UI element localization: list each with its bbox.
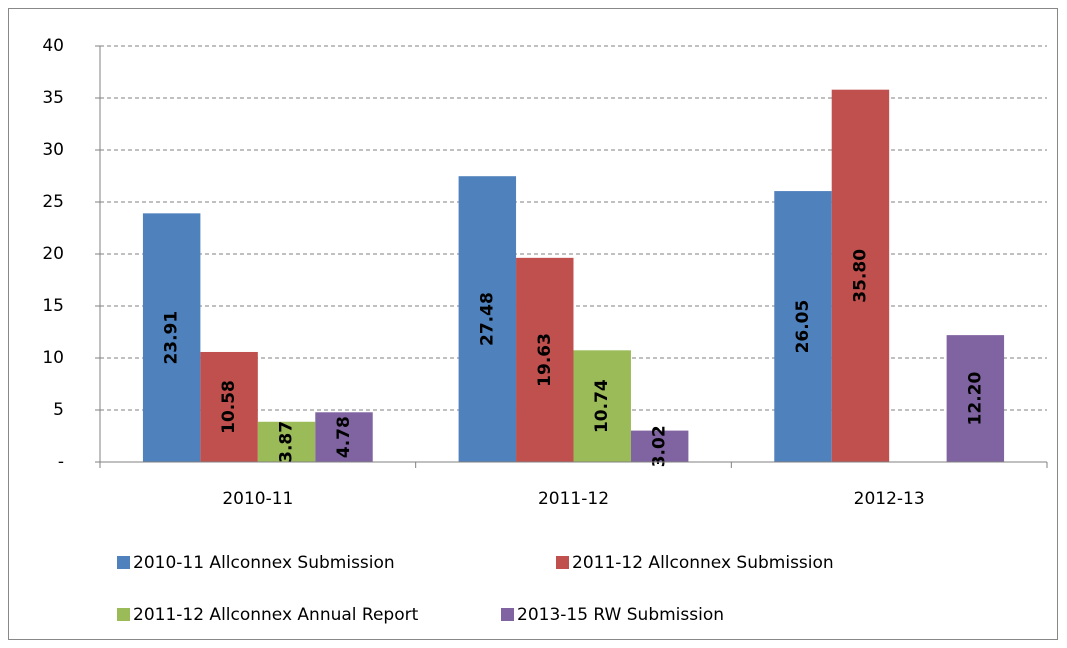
bar	[516, 257, 574, 462]
legend-label: 2011-12 Allconnex Annual Report	[133, 605, 419, 625]
legend-label: 2013-15 RW Submission	[517, 605, 724, 625]
legend-label: 2010-11 Allconnex Submission	[133, 553, 395, 573]
y-tick-label: -	[58, 452, 64, 472]
value-label: 3.87	[277, 421, 297, 463]
y-tick-label: 5	[53, 400, 64, 420]
legend-swatch	[117, 556, 130, 569]
value-label: 35.80	[850, 249, 870, 303]
bar	[142, 213, 201, 462]
value-label: 23.91	[162, 311, 182, 365]
value-label: 4.78	[334, 416, 354, 458]
value-label: 3.02	[650, 425, 670, 467]
bar	[458, 176, 517, 462]
y-tick-label: 40	[42, 36, 64, 56]
legend-label: 2011-12 Allconnex Submission	[572, 553, 834, 573]
legend-swatch	[556, 556, 569, 569]
legend-swatch	[501, 608, 514, 621]
bar	[315, 412, 373, 462]
bar	[630, 430, 689, 462]
y-tick-label: 20	[42, 244, 64, 264]
value-label: 19.63	[535, 333, 555, 387]
bar	[573, 350, 631, 462]
legend-swatch	[117, 608, 130, 621]
bar	[200, 351, 258, 462]
bar	[774, 191, 832, 462]
y-tick-label: 30	[42, 140, 64, 160]
y-tick-label: 10	[42, 348, 64, 368]
y-tick-label: 15	[42, 296, 64, 316]
value-label: 27.48	[477, 292, 497, 346]
value-label: 12.20	[965, 372, 985, 426]
x-tick-label: 2010-11	[222, 489, 293, 509]
bar	[831, 89, 890, 463]
y-tick-label: 35	[42, 88, 64, 108]
y-tick-label: 25	[42, 192, 64, 212]
x-tick-label: 2011-12	[538, 489, 609, 509]
value-label: 26.05	[793, 300, 813, 354]
bar	[257, 421, 316, 462]
value-label: 10.74	[592, 379, 612, 433]
value-label: 10.58	[219, 380, 239, 434]
bar	[946, 335, 1005, 462]
x-tick-label: 2012-13	[854, 489, 925, 509]
